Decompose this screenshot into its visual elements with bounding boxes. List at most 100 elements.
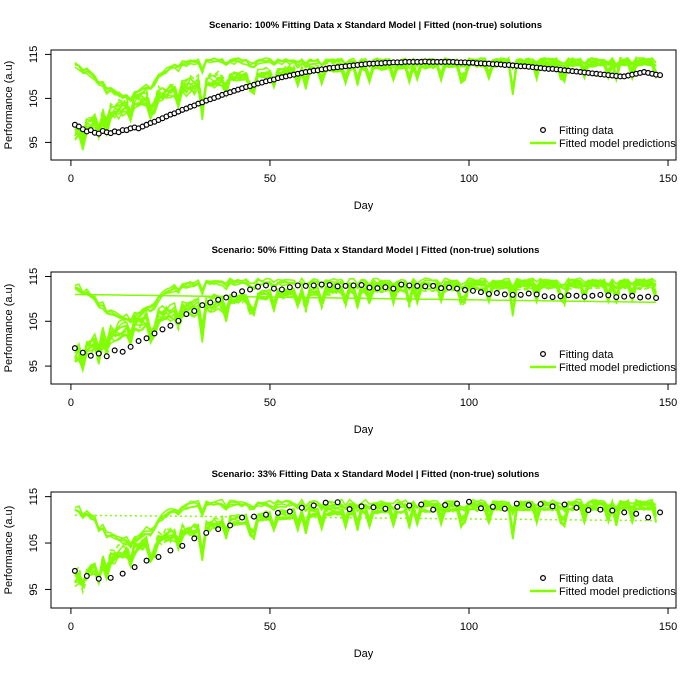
fitting-data-point [322, 499, 329, 506]
y-axis-ticks: 95 105 115 [28, 268, 51, 372]
x-axis-ticks: 0 50 100 150 [68, 608, 677, 633]
fitting-data-point [485, 290, 492, 297]
legend-label-fitting-data: Fitting data [559, 573, 614, 585]
fitting-data-point [95, 130, 102, 137]
fitting-data-point [167, 322, 174, 329]
chart-panel-1: Scenario: 100% Fitting Data x Standard M… [3, 20, 677, 212]
legend-label-model-predictions: Fitted model predictions [559, 138, 676, 150]
fitting-data-point [541, 293, 548, 300]
fitting-data-point [151, 330, 158, 337]
fitting-data-point [657, 509, 664, 516]
fitting-data-point [501, 505, 508, 512]
fitting-data-point [438, 285, 445, 292]
fitting-data-point [262, 511, 269, 518]
legend-label-fitting-data: Fitting data [559, 125, 614, 137]
chart-title: Scenario: 100% Fitting Data x Standard M… [209, 20, 542, 31]
fitting-data-point [653, 294, 660, 301]
fitting-data-point [167, 547, 174, 554]
fitting-data-point [239, 514, 246, 521]
fitting-data-point [247, 286, 254, 293]
fitting-data-point [191, 535, 198, 542]
fitting-data-point [465, 498, 472, 505]
fitting-data-point [501, 291, 508, 298]
legend-label-model-predictions: Fitted model predictions [559, 586, 676, 598]
fitting-data-point [382, 505, 389, 512]
fitting-data-point [585, 507, 592, 514]
fitting-data-point [179, 542, 186, 549]
legend-marker-fitting-data [539, 574, 546, 581]
fitting-data-points [71, 498, 664, 582]
x-tick-label: 50 [264, 173, 276, 185]
fitting-data-point [597, 506, 604, 513]
fitting-data-point [549, 503, 556, 510]
fitting-data-point [298, 504, 305, 511]
fitting-data-point [111, 347, 118, 354]
fitting-data-point [286, 284, 293, 291]
x-tick-label: 100 [460, 397, 478, 409]
fitting-data-point [239, 288, 246, 295]
legend-marker-fitting-data [539, 126, 546, 133]
y-axis-ticks: 95 105 115 [28, 46, 51, 149]
fitting-data-point [418, 501, 425, 508]
fitting-data-point [71, 567, 78, 574]
fitting-data-point [406, 502, 413, 509]
fitting-data-point [370, 504, 377, 511]
fitting-data-point [517, 291, 524, 298]
fitting-data-point [83, 572, 90, 579]
fitting-data-point [119, 570, 126, 577]
fitting-data-point [231, 291, 238, 298]
model-prediction-lines [74, 497, 657, 595]
x-axis-ticks: 0 50 100 150 [68, 160, 677, 185]
model-prediction-line [74, 504, 657, 588]
fitting-data-point [79, 349, 86, 356]
x-tick-label: 50 [264, 397, 276, 409]
fitting-data-point [525, 501, 532, 508]
fitting-data-point [135, 337, 142, 344]
x-tick-label: 50 [264, 621, 276, 633]
fitting-data-point [430, 282, 437, 289]
fitting-data-point [119, 348, 126, 355]
fitting-data-point [294, 282, 301, 289]
fitting-data-point [645, 293, 652, 300]
x-tick-label: 0 [68, 173, 74, 185]
y-tick-label: 105 [28, 312, 40, 330]
x-tick-label: 150 [659, 621, 677, 633]
fitting-data-point [489, 503, 496, 510]
legend-marker-fitting-data [539, 351, 546, 358]
model-prediction-line [74, 62, 657, 146]
fitting-data-point [318, 281, 325, 288]
fitting-data-point [537, 501, 544, 508]
fitting-data-point [446, 284, 453, 291]
fitting-data-point [390, 285, 397, 292]
fitting-data-point [358, 503, 365, 510]
y-tick-label: 95 [28, 136, 40, 148]
fitting-data-point [414, 282, 421, 289]
x-axis-label: Day [354, 424, 374, 436]
fitting-data-point [310, 502, 317, 509]
model-prediction-line [74, 59, 657, 103]
fitting-data-point [143, 557, 150, 564]
model-prediction-line [74, 277, 657, 360]
fitting-data-point [613, 294, 620, 301]
plot-frame [50, 271, 677, 385]
chart-title: Scenario: 50% Fitting Data x Standard Mo… [212, 245, 540, 256]
fitting-data-point [175, 317, 182, 324]
y-tick-label: 115 [28, 268, 40, 286]
x-tick-label: 0 [68, 397, 74, 409]
fitting-data-point [183, 311, 190, 318]
fitting-data-point [159, 326, 166, 333]
fitting-data-point [645, 514, 652, 521]
x-tick-label: 0 [68, 621, 74, 633]
fitting-data-point [107, 574, 114, 581]
x-tick-label: 100 [460, 173, 478, 185]
chart-panel-2: Scenario: 50% Fitting Data x Standard Mo… [3, 245, 677, 436]
fitting-data-point [398, 281, 405, 288]
x-axis-ticks: 0 50 100 150 [68, 384, 677, 409]
fitting-data-point [374, 285, 381, 292]
fitting-data-points [71, 281, 660, 360]
x-axis-label: Day [354, 200, 374, 212]
fitting-data-point [366, 284, 373, 291]
